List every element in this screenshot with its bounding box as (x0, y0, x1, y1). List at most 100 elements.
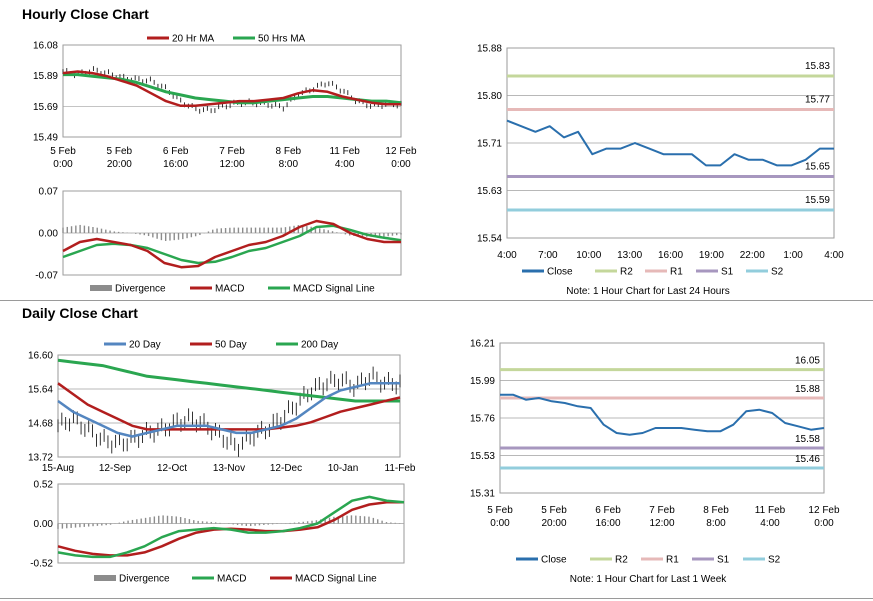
daily-week-x-tick-date: 8 Feb (703, 505, 729, 516)
daily-price-x-tick: 12-Oct (157, 463, 187, 474)
daily-price-x-tick: 11-Feb (385, 463, 416, 474)
hourly-level-s2-label: 15.59 (805, 195, 830, 206)
daily-week-x-tick-time: 12:00 (649, 518, 674, 529)
daily-week-legend-s1-label: S1 (717, 555, 730, 566)
daily-week-x-tick-date: 7 Feb (649, 505, 675, 516)
daily-price-plot-frame (57, 354, 401, 458)
hourly-legend-divergence-label: Divergence (115, 284, 166, 295)
daily-ma20-line (57, 382, 400, 438)
hourly-24h-y-tick: 15.88 (477, 44, 502, 55)
hourly-signal-line (62, 224, 402, 265)
daily-week-x-tick-time: 20:00 (541, 518, 566, 529)
hourly-ma20-line (62, 70, 401, 108)
hourly-level-s1-label: 15.65 (805, 162, 830, 173)
daily-legend-macd-label: MACD (217, 574, 246, 585)
hourly-macd-line (62, 219, 401, 269)
daily-ma200-line (57, 358, 400, 403)
daily-week-x-tick-time: 0:00 (490, 518, 510, 529)
hourly-24h-y-tick: 15.71 (477, 139, 502, 150)
hourly-24h-legend-s1-label: S1 (721, 267, 734, 278)
hourly-24h-x-tick: 4:00 (824, 250, 844, 261)
hourly-price-x-tick-time: 0:00 (53, 159, 73, 170)
daily-week-x-tick-date: 5 Feb (541, 505, 567, 516)
hourly-price-x-tick-date: 5 Feb (107, 146, 133, 157)
hourly-24h-note: Note: 1 Hour Chart for Last 24 Hours (566, 286, 729, 297)
hourly-price-y-tick: 15.49 (33, 133, 58, 144)
daily-price-y-tick: 16.60 (28, 351, 53, 362)
hourly-price-y-tick: 15.89 (33, 71, 58, 82)
hourly-price-x-tick-time: 0:00 (391, 159, 411, 170)
daily-price-y-tick: 15.64 (28, 385, 53, 396)
hourly-macd-y-tick: -0.07 (35, 271, 58, 282)
hourly-legend-ma20-label: 20 Hr MA (172, 34, 215, 45)
daily-week-y-tick: 16.21 (470, 339, 495, 350)
hourly-price-x-tick-date: 12 Feb (385, 146, 417, 157)
daily-week-legend-r1-label: R1 (666, 555, 679, 566)
hourly-24h-y-tick: 15.54 (477, 234, 502, 245)
daily-week-x-tick-date: 6 Feb (595, 505, 621, 516)
daily-macd-line (57, 495, 405, 559)
hourly-24h-legend-close-label: Close (547, 267, 573, 278)
daily-week-x-tick-time: 4:00 (760, 518, 780, 529)
hourly-price-x-tick-time: 4:00 (335, 159, 355, 170)
daily-section-title: Daily Close Chart (22, 305, 138, 321)
daily-week-y-tick: 15.53 (470, 451, 495, 462)
daily-price-y-tick: 13.72 (28, 453, 53, 464)
hourly-price-x-tick-date: 5 Feb (50, 146, 76, 157)
daily-macd-y-tick: 0.00 (34, 519, 54, 530)
daily-price-x-tick: 12-Sep (99, 463, 132, 474)
daily-legend-20day-label: 20 Day (129, 340, 161, 351)
section-divider (0, 300, 873, 301)
daily-week-x-tick-date: 11 Feb (755, 505, 786, 516)
hourly-legend-ma50-label: 50 Hrs MA (258, 34, 306, 45)
daily-week-note: Note: 1 Hour Chart for Last 1 Week (570, 574, 728, 585)
hourly-price-plot-frame (62, 44, 402, 138)
hourly-macd-y-tick: 0.07 (39, 187, 59, 198)
daily-week-x-tick-time: 16:00 (595, 518, 620, 529)
daily-legend-200day-label: 200 Day (301, 340, 338, 351)
daily-price-x-tick: 12-Dec (270, 463, 302, 474)
hourly-level-r2-label: 15.83 (805, 61, 830, 72)
hourly-24h-legend-r2-label: R2 (620, 267, 633, 278)
daily-level-r1-label: 15.88 (795, 384, 820, 395)
hourly-24h-x-tick: 19:00 (699, 250, 724, 261)
hourly-price-y-tick: 15.69 (33, 102, 58, 113)
daily-price-x-tick: 10-Jan (328, 463, 359, 474)
hourly-24h-x-tick: 16:00 (658, 250, 683, 261)
daily-ma50-line (57, 382, 401, 431)
daily-price-y-tick: 14.68 (28, 419, 53, 430)
daily-price-x-tick: 15-Aug (42, 463, 74, 474)
daily-week-y-tick: 15.76 (470, 414, 495, 425)
daily-week-x-tick-time: 0:00 (814, 518, 834, 529)
hourly-24h-x-tick: 7:00 (538, 250, 558, 261)
hourly-price-x-tick-date: 11 Feb (329, 146, 360, 157)
hourly-price-x-tick-date: 7 Feb (219, 146, 245, 157)
hourly-price-x-tick-time: 8:00 (279, 159, 299, 170)
hourly-section-title: Hourly Close Chart (22, 6, 149, 22)
daily-price-x-tick: 13-Nov (213, 463, 245, 474)
hourly-24h-x-tick: 4:00 (497, 250, 517, 261)
daily-legend-divergence-label: Divergence (119, 574, 170, 585)
hourly-24h-legend-r1-label: R1 (670, 267, 683, 278)
daily-level-r2-label: 16.05 (795, 356, 820, 367)
daily-week-legend-close-label: Close (541, 555, 567, 566)
daily-level-s2-label: 15.46 (795, 454, 820, 465)
hourly-24h-y-tick: 15.80 (477, 91, 502, 102)
daily-week-legend-r2-label: R2 (615, 555, 628, 566)
hourly-close-line (506, 119, 834, 167)
daily-week-x-tick-date: 12 Feb (808, 505, 840, 516)
daily-week-legend-s2-label: S2 (768, 555, 781, 566)
hourly-macd-y-tick: 0.00 (39, 229, 59, 240)
hourly-legend-macd-label: MACD (215, 284, 244, 295)
hourly-legend-signal-label: MACD Signal Line (293, 284, 375, 295)
hourly-24h-x-tick: 22:00 (740, 250, 765, 261)
hourly-price-x-tick-time: 20:00 (107, 159, 132, 170)
daily-macd-y-tick: -0.52 (30, 559, 53, 570)
hourly-24h-x-tick: 13:00 (617, 250, 642, 261)
daily-week-x-tick-date: 5 Feb (487, 505, 513, 516)
bottom-divider (0, 598, 873, 599)
daily-week-y-tick: 15.31 (470, 489, 495, 500)
daily-macd-y-tick: 0.52 (34, 480, 54, 491)
daily-legend-50day-label: 50 Day (215, 340, 247, 351)
